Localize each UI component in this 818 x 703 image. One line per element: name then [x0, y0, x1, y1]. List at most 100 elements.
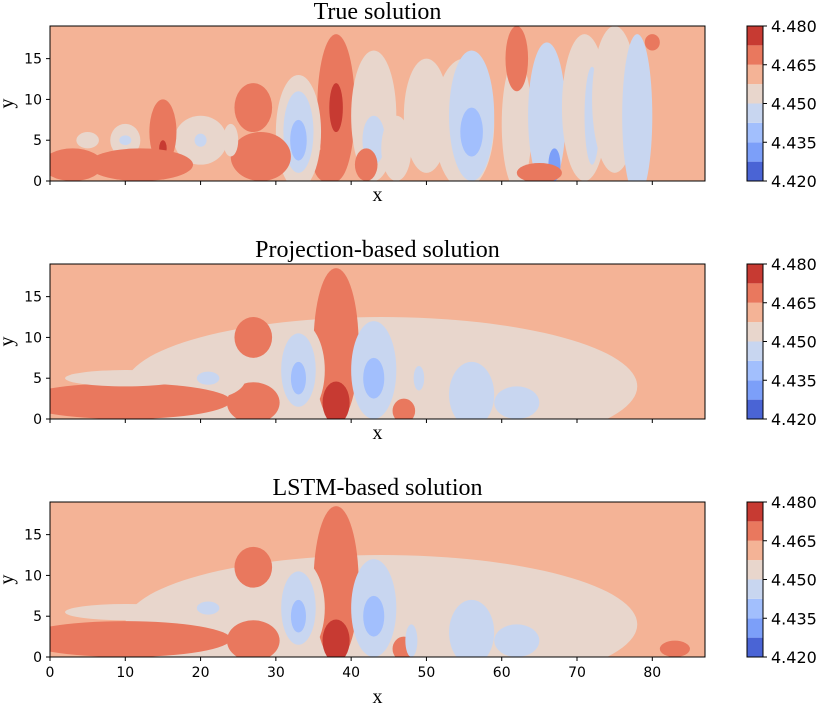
colorbar-tick-label: 4.450: [771, 571, 817, 590]
contour-blob-6: [290, 119, 307, 161]
contour-blob-10: [50, 621, 231, 657]
contour-blob-36: [644, 34, 660, 51]
colorbar-segment: [747, 84, 763, 104]
contour-blob-7: [226, 620, 280, 657]
contour-blob-8: [230, 132, 291, 181]
contour-blob-11: [65, 603, 186, 621]
colorbar-segment: [747, 360, 763, 381]
colorbar-segment: [747, 380, 763, 400]
y-tick-label: 10: [24, 330, 42, 346]
y-tick-label: 10: [24, 568, 42, 584]
contour-blob-5: [290, 599, 306, 633]
y-tick-label: 5: [33, 133, 42, 149]
y-axis-label: y: [0, 99, 18, 109]
contour-blob-7: [234, 83, 273, 133]
colorbar-segment: [747, 560, 763, 580]
contour-blob-11: [65, 370, 186, 387]
y-tick-label: 5: [33, 609, 42, 625]
contour-blob-2: [329, 83, 343, 133]
colorbar: 4.420 4.435 4.450 4.465 4.480: [746, 17, 817, 191]
colorbar-tick-label: 4.480: [771, 17, 817, 36]
x-tick-label: 80: [643, 665, 661, 681]
contour-blob-28: [528, 42, 566, 181]
colorbar-segment: [747, 502, 763, 522]
x-tick-label: 10: [116, 665, 134, 681]
colorbar-segment: [747, 579, 763, 599]
y-tick-label: 15: [24, 52, 42, 68]
contour-blob-5: [290, 361, 306, 395]
contour-field: [50, 26, 660, 181]
colorbar-tick-label: 4.435: [771, 609, 817, 628]
colorbar-tick-label: 4.420: [771, 648, 817, 667]
colorbar-tick-label: 4.465: [771, 294, 817, 313]
contour-blob-14: [392, 398, 416, 419]
contour-blob-15: [76, 132, 99, 149]
contour-blob-15: [449, 599, 495, 657]
colorbar-segment: [747, 302, 763, 323]
colorbar-segment: [747, 598, 763, 619]
colorbar-segment: [747, 264, 763, 284]
x-tick-label: 70: [568, 665, 586, 681]
chart-title: LSTM-based solution: [273, 475, 483, 501]
contour-blob-2: [322, 619, 350, 657]
y-tick-label: 0: [33, 174, 42, 190]
contour-blob-9: [196, 371, 220, 385]
contour-blob-34: [505, 26, 529, 92]
contour-blob-9: [196, 601, 220, 615]
contour-blob-1: [313, 506, 359, 657]
contour-blob-18: [659, 640, 690, 657]
colorbar: 4.420 4.435 4.450 4.465 4.480: [746, 255, 817, 429]
y-axis-label: y: [0, 337, 18, 347]
colorbar-segment: [747, 161, 763, 181]
colorbar-tick-label: 4.420: [771, 172, 817, 191]
contour-blob-6: [234, 546, 273, 588]
axes-frame: [49, 263, 706, 420]
x-axis-label: x: [373, 184, 383, 206]
contour-blob-15: [449, 361, 495, 419]
x-tick-label: 40: [342, 665, 360, 681]
colorbar-segment: [747, 283, 763, 303]
colorbar-tick-label: 4.435: [771, 371, 817, 390]
x-tick-label: 30: [267, 665, 285, 681]
colorbar-segment: [747, 637, 763, 657]
x-tick-label: 20: [192, 665, 210, 681]
y-tick-label: 0: [33, 650, 42, 666]
colorbar-segment: [747, 142, 763, 162]
contour-blob-3: [313, 146, 344, 181]
colorbar-tick-label: 4.465: [771, 532, 817, 551]
contour-blob-6: [234, 317, 273, 358]
contour-field: [50, 506, 690, 657]
axes-frame: [49, 25, 706, 182]
contour-blob-1: [313, 268, 359, 419]
chart-title: True solution: [314, 0, 442, 25]
y-tick-label: 10: [24, 92, 42, 108]
colorbar-segment: [747, 26, 763, 46]
contour-blob-14: [119, 135, 132, 146]
contour-blob-16: [87, 148, 194, 181]
contour-blob-13: [363, 595, 385, 637]
colorbar-segment: [747, 341, 763, 361]
contour-blob-13: [363, 357, 385, 399]
contour-blob-33: [622, 34, 653, 181]
contour-blob-7: [226, 382, 280, 419]
colorbar-segment: [747, 322, 763, 342]
contour-blob-10: [50, 383, 231, 419]
y-tick-label: 15: [24, 290, 42, 306]
contour-blob-17: [50, 148, 103, 181]
chart-title: Projection-based solution: [255, 237, 500, 263]
subplot-1: 0 5 10 15 True solution x y 4.420 4.435 4.450 4.46…: [0, 0, 817, 206]
x-axis-label: x: [373, 422, 383, 444]
contour-blob-11: [149, 99, 177, 165]
x-axis-label: x: [373, 686, 383, 703]
colorbar-tick-label: 4.435: [771, 133, 817, 152]
contour-blob-16: [405, 624, 418, 657]
contour-field: [50, 268, 638, 419]
contour-blob-2: [322, 381, 350, 419]
y-tick-label: 0: [33, 412, 42, 428]
contour-blob-18: [223, 123, 239, 157]
x-tick-label: 0: [46, 665, 55, 681]
colorbar-segment: [747, 618, 763, 638]
y-tick-label: 15: [24, 528, 42, 544]
